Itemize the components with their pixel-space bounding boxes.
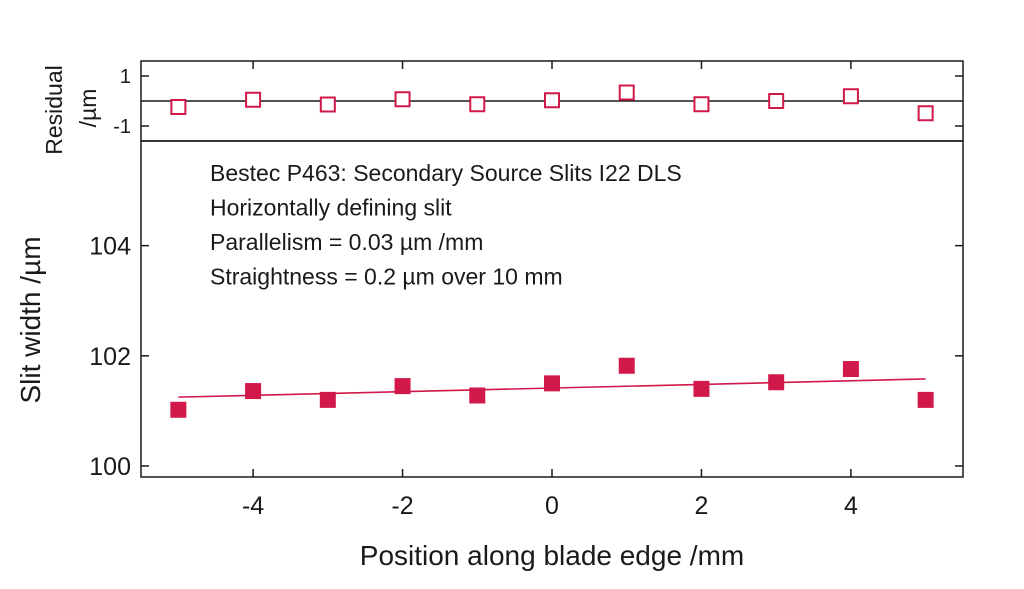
x-axis-title: Position along blade edge /mm: [360, 540, 744, 571]
x-tick-label: -2: [391, 492, 413, 520]
residual-point: [170, 99, 187, 115]
main-x-ticks: -4 -2 0 2 4: [242, 61, 858, 520]
residual-point: [768, 93, 785, 109]
residual-point: [245, 91, 262, 108]
y-tick-label: 104: [89, 233, 131, 261]
residual-point: [618, 84, 635, 101]
residual-point: [394, 91, 411, 108]
data-point: [394, 378, 411, 395]
residual-y-label: Residual: [41, 65, 67, 155]
data-point: [544, 375, 560, 392]
residual-point: [917, 105, 934, 122]
residual-point: [469, 96, 486, 113]
residual-point: [842, 88, 859, 105]
residual-y-tick-label: -1: [113, 116, 131, 138]
main-plot-frame: [140, 140, 964, 478]
main-markers: [170, 357, 934, 418]
x-tick-label: 4: [844, 492, 858, 520]
data-point: [917, 391, 934, 408]
main-y-ticks: 100 102 104: [89, 233, 963, 481]
annotation-block: Bestec P463: Secondary Source Slits I22 …: [210, 160, 682, 290]
residual-y-tick-label: 1: [120, 66, 131, 88]
data-point: [618, 357, 635, 374]
annotation-line: Straightness = 0.2 µm over 10 mm: [210, 264, 563, 290]
data-point: [693, 380, 710, 397]
y-axis-title: Slit width /µm: [15, 236, 46, 403]
annotation-line: Parallelism = 0.03 µm /mm: [210, 229, 483, 255]
data-point: [842, 361, 859, 378]
x-tick-label: 2: [695, 492, 709, 520]
data-point: [768, 374, 785, 391]
residual-y-unit: /µm: [75, 89, 101, 128]
residual-markers: [170, 84, 934, 122]
data-point: [319, 391, 336, 408]
data-point: [245, 383, 262, 400]
y-tick-label: 100: [89, 453, 131, 481]
data-point: [170, 401, 187, 418]
residual-y-ticks: 1 -1: [113, 66, 963, 138]
y-tick-label: 102: [89, 343, 131, 371]
main-panel: -4 -2 0 2 4 100 102 104 Bestec P463: Secondary…: [15, 61, 964, 571]
residual-point: [544, 92, 560, 109]
x-tick-label: 0: [545, 492, 559, 520]
x-tick-label: -4: [242, 492, 264, 520]
residual-point: [693, 96, 710, 113]
annotation-line: Bestec P463: Secondary Source Slits I22 …: [210, 160, 682, 186]
residual-point: [319, 96, 336, 113]
data-point: [469, 387, 486, 404]
annotation-line: Horizontally defining slit: [210, 195, 452, 221]
